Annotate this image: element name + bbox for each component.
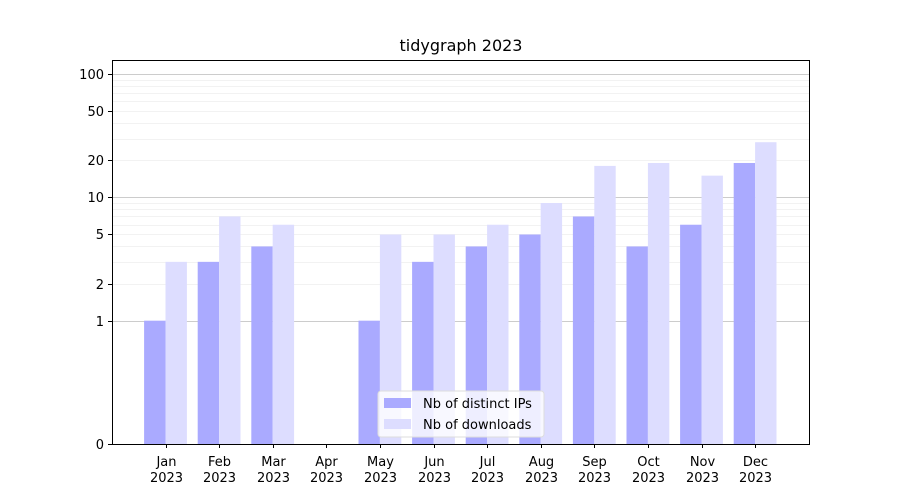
legend-swatch-distinct-ips: [384, 398, 411, 408]
bar-downloads-aug: [540, 203, 563, 444]
bar-downloads-nov: [701, 175, 723, 444]
bar-downloads-feb: [219, 216, 241, 444]
legend: Nb of distinct IPs Nb of downloads: [377, 390, 545, 438]
x-tick-label: Jul 2023: [471, 455, 504, 486]
legend-swatch-downloads: [384, 419, 411, 429]
bar-distinct-ips-sep: [572, 216, 595, 444]
bar-downloads-jul: [487, 224, 509, 444]
y-tick-label: 50: [87, 105, 104, 120]
x-tick-label: Dec 2023: [739, 455, 772, 486]
x-tick-label: Mar 2023: [257, 455, 290, 486]
bar-distinct-ips-may: [358, 320, 380, 444]
x-tick-label: Apr 2023: [310, 455, 343, 486]
x-tick-label: Feb 2023: [203, 455, 236, 486]
x-tick-label: Sep 2023: [578, 455, 611, 486]
legend-label-downloads: Nb of downloads: [423, 418, 532, 433]
y-tick-label: 2: [96, 278, 104, 293]
bar-distinct-ips-jan: [144, 320, 166, 444]
y-tick-label: 0: [96, 438, 104, 453]
bar-distinct-ips-feb: [197, 261, 220, 444]
x-tick-label: Nov 2023: [686, 455, 719, 486]
legend-label-distinct-ips: Nb of distinct IPs: [423, 397, 532, 412]
bar-downloads-oct: [647, 162, 670, 444]
bar-distinct-ips-nov: [680, 224, 702, 444]
bar-distinct-ips-mar: [251, 246, 273, 444]
y-tick-label: 10: [87, 191, 104, 206]
bar-downloads-dec: [755, 142, 777, 444]
y-axis-ticks: 0 1 2 5 10 20 50 100: [79, 68, 112, 453]
bar-distinct-ips-oct: [626, 246, 648, 444]
y-tick-label: 1: [96, 315, 104, 330]
bar-downloads-mar: [272, 224, 295, 444]
x-axis-ticks: Jan 2023 Feb 2023 Mar 2023 Apr 2023 May 2023 Jun 20…: [150, 444, 772, 486]
plot-frame: [112, 60, 810, 445]
x-tick-label: Jun 2023: [418, 455, 451, 486]
x-tick-label: Aug 2023: [525, 455, 558, 486]
bar-downloads-jan: [165, 261, 187, 444]
y-tick-label: 5: [96, 228, 104, 243]
x-tick-label: Jan 2023: [150, 455, 183, 486]
legend-box: [377, 390, 545, 438]
y-tick-label: 100: [79, 68, 104, 83]
chart-title: tidygraph 2023: [400, 36, 523, 55]
x-tick-label: Oct 2023: [632, 455, 665, 486]
bar-distinct-ips-dec: [733, 162, 756, 444]
bar-downloads-sep: [594, 165, 616, 444]
x-tick-label: May 2023: [364, 455, 397, 486]
y-tick-label: 20: [87, 154, 104, 169]
